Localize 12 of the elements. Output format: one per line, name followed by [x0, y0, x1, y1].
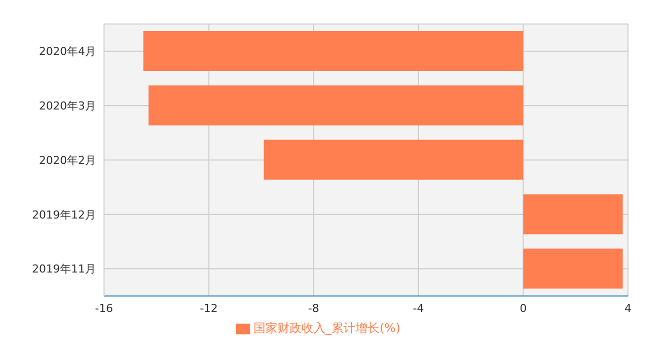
legend-label: 国家财政收入_累计增长(%) — [254, 321, 400, 335]
x-tick-label: -8 — [308, 302, 320, 315]
y-tick-label: 2019年11月 — [32, 262, 96, 276]
x-tick-label: -12 — [200, 302, 218, 315]
x-tick-label: 0 — [520, 302, 527, 315]
y-tick-label: 2020年2月 — [39, 154, 96, 167]
x-tick-label: 4 — [624, 302, 632, 315]
x-tick-label: -4 — [412, 302, 424, 315]
y-tick-label: 2019年12月 — [32, 208, 96, 222]
x-tick-label: -16 — [95, 302, 113, 315]
y-tick-label: 2020年3月 — [39, 100, 96, 113]
y-tick-label: 2020年4月 — [39, 45, 96, 58]
